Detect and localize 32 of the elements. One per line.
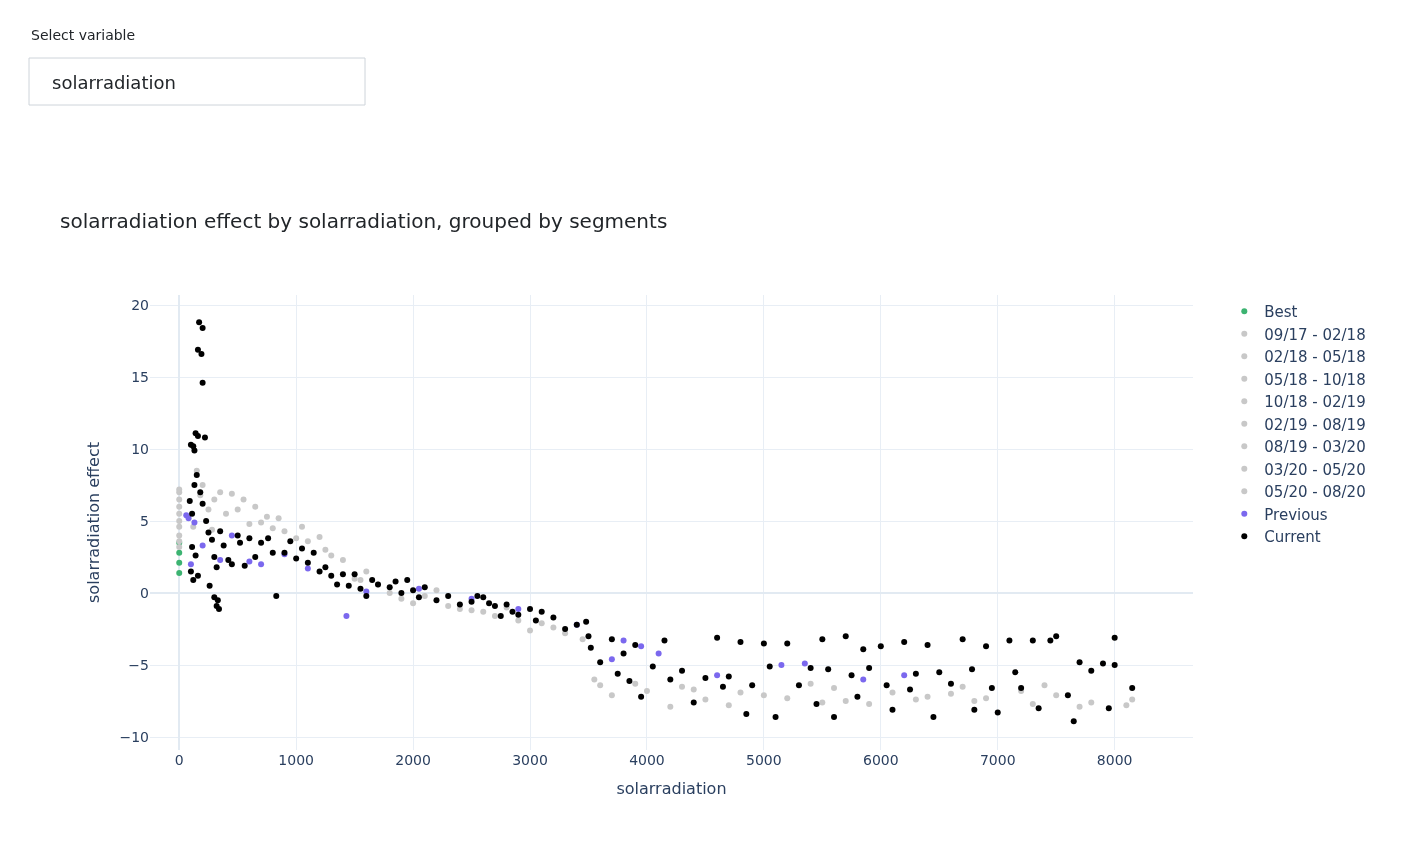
legend-label: Best xyxy=(1264,303,1298,322)
y-tick-label: 20 xyxy=(131,296,149,313)
legend-label: 02/19 - 08/19 xyxy=(1264,415,1366,434)
chart-title: solarradiation effect by solarradiation, grouped by segments xyxy=(60,209,668,233)
legend-label: 10/18 - 02/19 xyxy=(1264,393,1366,412)
y-tick-label: −5 xyxy=(128,656,149,673)
legend-label: Previous xyxy=(1264,505,1328,524)
legend-label: 09/17 - 02/18 xyxy=(1264,325,1366,344)
x-tick-label: 4000 xyxy=(629,752,665,768)
x-axis-title: solarradiation xyxy=(616,778,727,798)
x-tick-label: 2000 xyxy=(395,752,431,768)
x-tick-label: 3000 xyxy=(512,752,548,768)
x-tick-label: 1000 xyxy=(278,752,314,768)
x-tick-label: 6000 xyxy=(862,752,899,768)
text: solarradiation xyxy=(52,72,176,93)
x-tick-label: 8000 xyxy=(1096,752,1133,768)
legend-label: Current xyxy=(1264,528,1321,547)
legend-label: 05/20 - 08/20 xyxy=(1264,483,1366,502)
y-tick-label: 5 xyxy=(140,512,149,529)
y-tick-label: 15 xyxy=(131,368,149,385)
legend-label: 03/20 - 05/20 xyxy=(1264,460,1366,479)
legend-label: 02/18 - 05/18 xyxy=(1264,348,1366,367)
legend-label: 08/19 - 03/20 xyxy=(1264,438,1366,457)
y-tick-label: −10 xyxy=(119,728,149,745)
x-tick-label: 0 xyxy=(174,752,184,768)
legend-label: 05/18 - 10/18 xyxy=(1264,370,1366,389)
y-axis-title: solarradiation effect xyxy=(84,442,104,603)
y-tick-label: 0 xyxy=(140,584,149,601)
text: Select variable xyxy=(31,27,136,43)
y-tick-label: 10 xyxy=(131,440,149,457)
x-tick-label: 5000 xyxy=(746,752,782,768)
x-tick-label: 7000 xyxy=(979,752,1016,768)
